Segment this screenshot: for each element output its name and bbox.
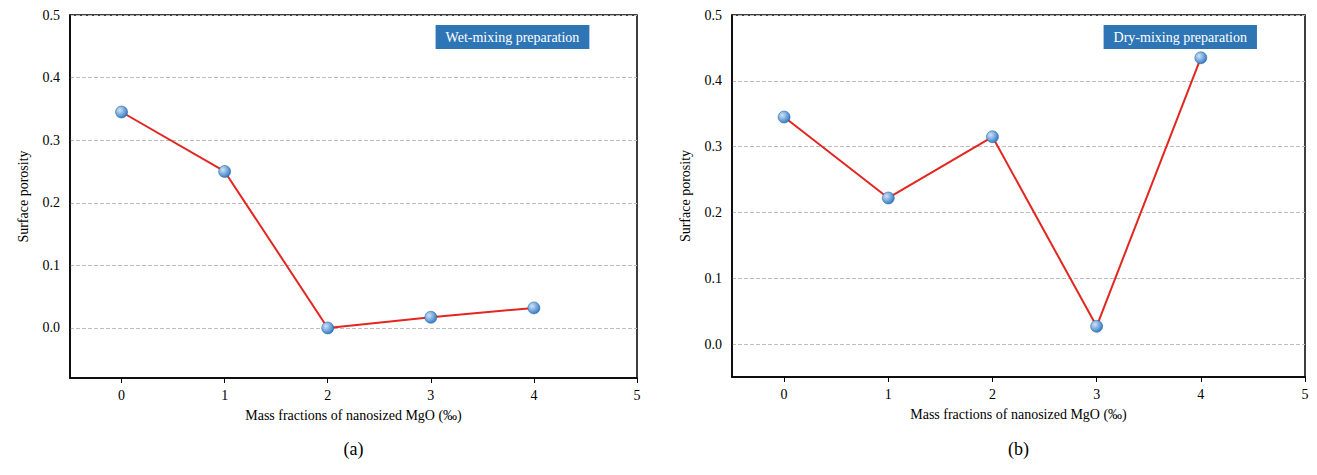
svg-text:(b): (b): [1008, 439, 1029, 460]
svg-text:0.4: 0.4: [705, 73, 723, 88]
svg-text:0.4: 0.4: [43, 70, 61, 85]
svg-text:2: 2: [324, 388, 331, 403]
svg-text:5: 5: [634, 388, 641, 403]
svg-text:2: 2: [989, 387, 996, 402]
svg-text:3: 3: [1093, 387, 1100, 402]
svg-text:Dry-mixing preparation: Dry-mixing preparation: [1114, 30, 1247, 45]
svg-text:0.5: 0.5: [705, 8, 723, 23]
svg-text:0.0: 0.0: [705, 337, 723, 352]
svg-text:0.1: 0.1: [705, 271, 723, 286]
svg-text:0.3: 0.3: [705, 139, 723, 154]
svg-text:0.2: 0.2: [705, 205, 723, 220]
svg-text:1: 1: [221, 388, 228, 403]
svg-text:0.3: 0.3: [43, 133, 61, 148]
svg-text:0: 0: [781, 387, 788, 402]
svg-text:3: 3: [427, 388, 434, 403]
svg-text:5: 5: [1302, 387, 1309, 402]
svg-text:Mass fractions of nanosized Mg: Mass fractions of nanosized MgO (‰): [910, 407, 1127, 423]
svg-text:(a): (a): [344, 439, 364, 460]
svg-text:Surface porosity: Surface porosity: [16, 150, 31, 242]
svg-text:4: 4: [1197, 387, 1204, 402]
svg-text:0: 0: [118, 388, 125, 403]
svg-text:4: 4: [530, 388, 537, 403]
svg-text:Mass fractions of nanosized Mg: Mass fractions of nanosized MgO (‰): [245, 408, 462, 424]
svg-text:Surface porosity: Surface porosity: [678, 150, 693, 242]
svg-text:0.2: 0.2: [43, 195, 61, 210]
svg-text:0.0: 0.0: [43, 320, 61, 335]
svg-text:0.5: 0.5: [43, 8, 61, 23]
svg-text:Wet-mixing preparation: Wet-mixing preparation: [446, 30, 580, 45]
svg-text:1: 1: [885, 387, 892, 402]
svg-text:0.1: 0.1: [43, 258, 61, 273]
